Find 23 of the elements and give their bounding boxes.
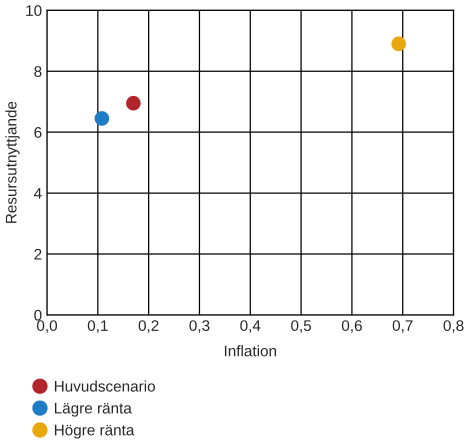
point	[94, 111, 110, 126]
y-tick-label: 6	[34, 127, 42, 138]
x-tick-label: 0,6	[342, 320, 362, 333]
x-tick-label: 0,4	[240, 320, 260, 333]
y-tick-label: 0	[34, 310, 42, 321]
y-tick-label: 8	[34, 66, 42, 77]
y-tick-label: 10	[26, 5, 42, 16]
legend-label: Högre ränta	[54, 424, 134, 438]
legend-label: Huvudscenario	[54, 380, 155, 392]
x-axis-title: Inflation	[224, 345, 276, 356]
x-tick-label: 0,5	[291, 320, 312, 333]
y-axis-title: Resursutnyttjande	[5, 102, 20, 223]
x-tick-label: 0,1	[88, 320, 108, 333]
legend-label: Lägre ränta	[54, 402, 132, 417]
y-tick-label: 4	[34, 188, 42, 199]
point	[391, 36, 406, 52]
x-tick-label: 0,0	[36, 320, 58, 333]
y-tick-label: 2	[34, 248, 42, 260]
x-tick-label: 0,3	[189, 320, 210, 333]
x-tick-label: 0,8	[444, 320, 464, 333]
x-tick-label: 0,2	[138, 320, 158, 333]
x-tick-label: 0,7	[392, 320, 413, 333]
point	[126, 96, 141, 111]
